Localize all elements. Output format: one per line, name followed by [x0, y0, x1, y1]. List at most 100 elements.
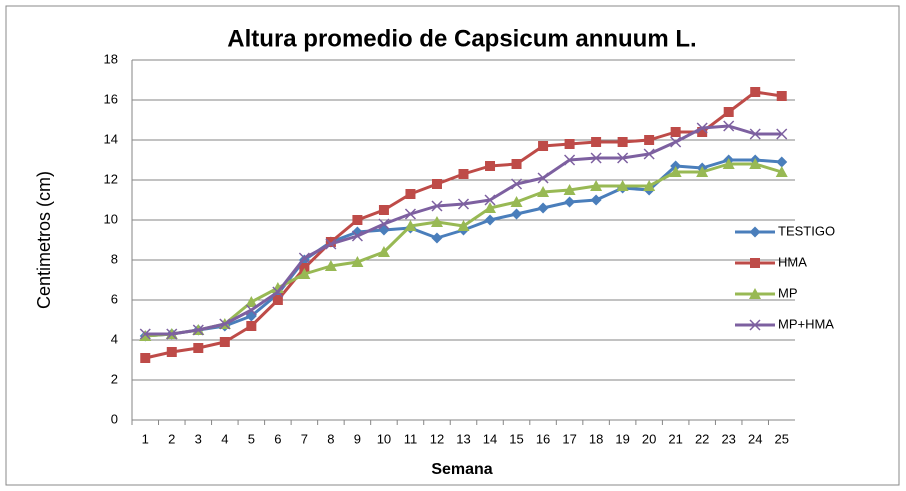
marker	[245, 296, 258, 307]
x-tick-label: 18	[589, 431, 603, 446]
marker	[219, 337, 230, 347]
marker	[696, 122, 708, 134]
marker	[670, 127, 681, 137]
x-tick-label: 14	[483, 431, 497, 446]
marker	[537, 202, 549, 214]
y-axis-label: Centimetros (cm)	[34, 171, 54, 309]
marker	[591, 137, 602, 147]
chart-title: Altura promedio de Capsicum annuum L.	[227, 25, 696, 52]
marker	[511, 159, 522, 169]
y-tick-label: 0	[111, 411, 118, 426]
marker	[696, 166, 709, 177]
x-tick-label: 6	[274, 431, 281, 446]
legend-marker	[750, 258, 760, 268]
y-tick-label: 12	[104, 171, 118, 186]
x-tick-label: 17	[562, 431, 576, 446]
marker	[378, 218, 390, 230]
x-tick-label: 8	[327, 431, 334, 446]
marker	[458, 169, 469, 179]
x-tick-label: 25	[775, 431, 789, 446]
marker	[484, 202, 497, 213]
marker	[697, 127, 708, 137]
marker	[378, 205, 389, 215]
legend-label: MP+HMA	[778, 316, 834, 331]
marker	[723, 107, 734, 117]
marker	[405, 189, 416, 199]
x-tick-label: 11	[404, 431, 418, 446]
marker	[564, 139, 575, 149]
marker	[510, 196, 523, 207]
marker	[538, 141, 549, 151]
marker	[670, 136, 682, 148]
marker	[590, 180, 603, 191]
marker	[590, 194, 602, 206]
marker	[564, 154, 576, 166]
x-tick-label: 19	[615, 431, 629, 446]
x-tick-label: 7	[301, 431, 308, 446]
marker	[404, 208, 416, 220]
legend-label: TESTIGO	[778, 223, 835, 238]
y-tick-label: 4	[111, 331, 118, 346]
marker	[590, 152, 602, 164]
marker	[643, 148, 655, 160]
marker	[325, 237, 336, 247]
marker	[272, 295, 283, 305]
marker	[511, 178, 523, 190]
x-tick-label: 2	[168, 431, 175, 446]
marker	[193, 343, 204, 353]
marker	[140, 353, 151, 363]
marker	[325, 238, 337, 250]
marker	[192, 324, 204, 336]
y-tick-label: 16	[104, 91, 118, 106]
marker	[564, 196, 576, 208]
x-tick-label: 3	[195, 431, 202, 446]
legend-label: MP	[778, 285, 798, 300]
marker	[723, 120, 735, 132]
marker	[166, 328, 178, 340]
marker	[749, 128, 761, 140]
y-tick-label: 6	[111, 291, 118, 306]
marker	[643, 180, 656, 191]
x-tick-label: 10	[377, 431, 391, 446]
x-tick-label: 16	[536, 431, 550, 446]
x-tick-label: 12	[430, 431, 444, 446]
marker	[457, 198, 470, 210]
marker	[431, 179, 442, 189]
marker	[139, 328, 151, 340]
x-tick-label: 20	[642, 431, 656, 446]
marker	[644, 135, 655, 145]
marker	[351, 256, 364, 267]
marker	[430, 216, 443, 227]
y-tick-label: 14	[104, 131, 118, 146]
marker	[485, 161, 496, 171]
marker	[246, 321, 257, 331]
marker	[775, 166, 788, 177]
x-tick-label: 4	[221, 431, 228, 446]
marker	[749, 158, 762, 169]
marker	[617, 137, 628, 147]
marker	[245, 304, 257, 316]
marker	[776, 91, 787, 101]
marker	[537, 172, 549, 184]
x-tick-label: 24	[748, 431, 762, 446]
y-tick-label: 18	[104, 51, 118, 66]
marker	[166, 347, 177, 357]
x-axis-label: Semana	[431, 461, 492, 478]
marker	[351, 230, 363, 242]
x-tick-label: 1	[142, 431, 149, 446]
marker	[616, 180, 629, 191]
marker	[722, 158, 735, 169]
marker	[404, 220, 417, 231]
x-tick-label: 5	[248, 431, 255, 446]
x-tick-label: 22	[695, 431, 709, 446]
legend-marker	[749, 319, 761, 331]
marker	[272, 286, 284, 298]
marker	[511, 208, 523, 220]
y-tick-label: 10	[104, 211, 118, 226]
marker	[563, 184, 576, 195]
legend-label: HMA	[778, 254, 807, 269]
marker	[377, 246, 390, 257]
marker	[776, 128, 788, 140]
marker	[352, 215, 363, 225]
